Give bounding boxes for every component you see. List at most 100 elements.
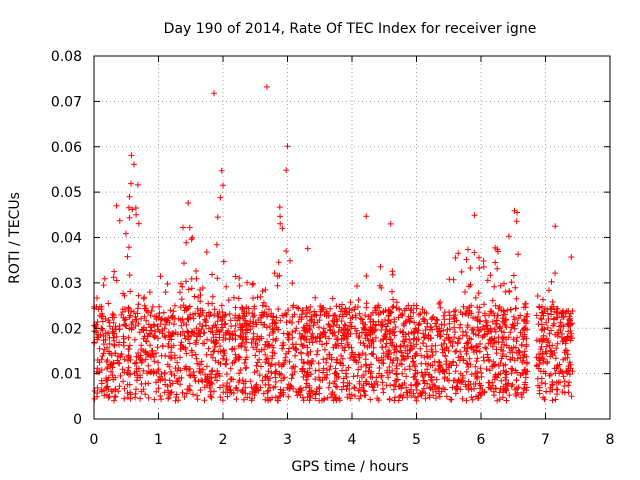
data-point	[466, 355, 473, 362]
data-point	[494, 397, 501, 404]
data-point	[549, 382, 556, 389]
data-point	[565, 328, 572, 335]
data-point	[428, 373, 435, 380]
data-point	[384, 367, 391, 374]
data-point	[398, 311, 404, 318]
data-point	[380, 308, 387, 315]
data-point	[443, 358, 450, 365]
data-point	[338, 352, 345, 359]
data-point	[386, 310, 393, 317]
data-point	[546, 330, 553, 337]
data-point	[254, 359, 261, 366]
data-point	[556, 361, 563, 368]
data-point	[483, 319, 490, 326]
data-point	[265, 381, 272, 388]
data-point	[138, 315, 145, 322]
data-point	[188, 347, 195, 354]
data-point	[489, 318, 496, 325]
data-point	[111, 268, 118, 275]
data-point	[235, 343, 242, 350]
data-point	[121, 395, 128, 402]
y-tick-label: 0.04	[51, 231, 82, 247]
data-point	[289, 313, 296, 320]
data-point	[108, 360, 115, 367]
data-point	[113, 277, 120, 284]
data-point	[180, 224, 186, 231]
data-point	[464, 360, 471, 367]
data-point	[217, 360, 224, 367]
data-point	[488, 328, 495, 335]
data-point	[232, 315, 239, 321]
data-point	[125, 204, 132, 211]
data-point	[331, 370, 338, 377]
data-point	[369, 383, 376, 390]
data-point	[109, 372, 116, 379]
data-point	[368, 350, 375, 357]
data-point	[164, 280, 171, 287]
data-point	[348, 391, 355, 398]
data-point	[217, 394, 224, 401]
data-point	[460, 303, 467, 310]
data-point	[183, 350, 190, 357]
data-point	[204, 379, 211, 386]
data-point	[252, 352, 259, 359]
data-point	[549, 342, 556, 349]
data-point	[541, 308, 548, 315]
data-point	[144, 370, 151, 377]
data-point	[475, 332, 482, 339]
data-point	[541, 326, 548, 333]
data-point	[554, 305, 560, 312]
data-point	[279, 312, 286, 319]
data-point	[545, 337, 552, 344]
data-point	[358, 363, 365, 370]
data-point	[177, 354, 183, 361]
data-point	[419, 340, 426, 347]
data-point	[362, 326, 369, 333]
data-point	[336, 313, 343, 320]
data-point	[213, 241, 220, 248]
data-point	[513, 218, 520, 225]
data-point	[177, 289, 183, 296]
data-point	[299, 343, 306, 349]
data-point	[128, 180, 134, 187]
data-point	[448, 396, 455, 403]
data-point	[294, 392, 301, 399]
data-point	[166, 353, 173, 360]
data-point	[429, 326, 436, 333]
data-point	[269, 349, 276, 356]
data-point	[458, 353, 465, 360]
data-point	[299, 307, 306, 314]
data-point	[124, 390, 131, 396]
data-point	[154, 344, 161, 351]
data-point	[160, 309, 167, 316]
data-point	[157, 273, 164, 280]
data-point	[538, 327, 545, 334]
data-point	[357, 315, 364, 322]
data-point	[233, 396, 240, 403]
data-point	[190, 315, 197, 322]
data-point	[405, 353, 411, 360]
data-point	[359, 374, 365, 381]
data-point	[126, 244, 132, 251]
data-point	[192, 351, 199, 358]
data-point	[348, 344, 355, 351]
data-point	[355, 366, 362, 373]
data-point	[511, 325, 518, 332]
data-point	[277, 213, 284, 220]
data-point	[125, 364, 132, 371]
data-point	[362, 368, 369, 375]
data-point	[274, 273, 281, 280]
data-point	[356, 395, 363, 402]
data-point	[108, 388, 115, 395]
data-point	[540, 394, 547, 401]
data-point	[289, 329, 296, 335]
data-point	[250, 330, 257, 337]
data-point	[120, 333, 127, 340]
data-point	[175, 397, 182, 404]
data-point	[320, 356, 327, 363]
data-point	[267, 396, 274, 403]
data-point	[191, 374, 198, 381]
data-point	[153, 370, 160, 377]
data-point	[190, 391, 196, 398]
data-point	[407, 318, 414, 325]
